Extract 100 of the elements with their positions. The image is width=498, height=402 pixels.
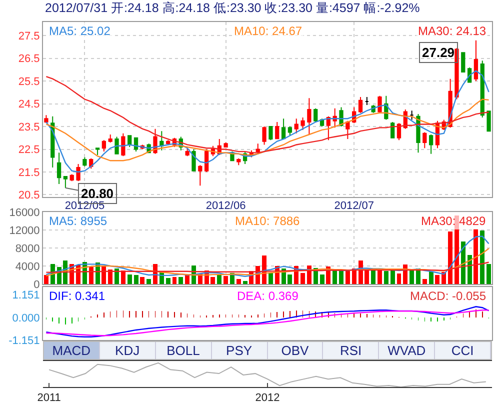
series-label: MACD: -0.055 [410, 289, 486, 303]
bar [114, 268, 120, 284]
bar [217, 274, 222, 284]
candlestick [486, 110, 491, 132]
candlestick [63, 176, 68, 188]
candlestick [198, 164, 202, 186]
text: RSI [323, 342, 380, 359]
candlestick [268, 126, 273, 141]
x-tick-label: 2011 [37, 392, 61, 402]
candlestick [300, 116, 305, 130]
x-tick-label: 2012/06 [206, 200, 246, 212]
candlestick [114, 136, 119, 154]
candlestick [332, 108, 337, 128]
bar [448, 232, 453, 284]
chart-title: 2012/07/31 开:24.18 高:24.18 低:23.30 收:23.30 量:4597 幅:-2.92% [45, 0, 420, 16]
bar [428, 272, 434, 284]
bar [435, 275, 440, 284]
text: MACD [44, 342, 100, 359]
candlestick [428, 134, 434, 154]
candlestick [185, 148, 190, 157]
bar [410, 269, 414, 284]
candlestick [378, 95, 382, 114]
text: CCI [435, 342, 491, 359]
candlestick [95, 148, 100, 156]
y-tick-label: 21.5 [18, 166, 40, 179]
candlestick [121, 132, 126, 157]
text: OBV [268, 342, 324, 359]
line-series [46, 262, 490, 273]
y-tick-label: 0.000 [12, 312, 40, 324]
candlestick [307, 98, 312, 135]
line-series [46, 98, 490, 162]
x-tick-label: 2012 [255, 392, 280, 402]
text: MA5: 8955 [49, 214, 108, 228]
candlestick [160, 130, 164, 151]
candlestick [281, 118, 286, 140]
text: DIF: 0.341 [49, 289, 106, 303]
candlestick [358, 96, 363, 114]
y-tick-label: 0 [34, 278, 40, 291]
line-series [46, 248, 490, 276]
candlestick [422, 132, 427, 149]
y-tick-label: 1.151 [12, 290, 40, 302]
y-tick-label: 27.5 [18, 30, 40, 42]
bar [127, 274, 132, 284]
bar [480, 230, 485, 284]
bar [467, 254, 472, 284]
series-label: DEA: 0.369 [237, 289, 299, 303]
bar [146, 279, 152, 284]
candlestick [326, 116, 331, 141]
annotation: 27.29 [422, 45, 455, 60]
text: WVAD [379, 342, 436, 359]
line-series [46, 70, 490, 173]
candlestick [346, 120, 350, 140]
bar [224, 276, 228, 284]
bar [486, 264, 492, 284]
y-tick-label: 8000 [15, 242, 40, 255]
y-tick-label: 20.5 [18, 190, 40, 202]
bar [390, 269, 395, 284]
bar [371, 270, 376, 284]
bar [178, 276, 184, 284]
y-tick-label: 22.5 [18, 144, 40, 156]
text: KDJ [100, 342, 156, 359]
bar [396, 274, 402, 284]
annotation: 20.80 [81, 186, 114, 201]
candlestick [294, 118, 298, 134]
bar [185, 275, 190, 284]
candlestick [82, 156, 87, 167]
candlestick [390, 122, 395, 138]
candlestick [314, 108, 318, 122]
bar [268, 272, 273, 284]
candlestick [410, 110, 414, 120]
text: MA5: 25.02 [49, 24, 111, 38]
bar [120, 270, 126, 284]
candlestick [102, 140, 106, 152]
bar [339, 270, 344, 284]
line-series [46, 76, 490, 154]
y-tick-label: -1.151 [8, 334, 40, 347]
text: MA10: 24.67 [234, 24, 302, 38]
bar [332, 270, 338, 284]
candlestick [224, 142, 228, 148]
bar [88, 267, 94, 284]
bar [320, 274, 324, 284]
candlestick [44, 114, 48, 124]
bar [345, 270, 350, 284]
candlestick [192, 148, 196, 172]
bar [474, 228, 478, 284]
text: MA30: 24.13 [418, 24, 486, 38]
text: MA10: 7886 [235, 214, 300, 228]
bar [140, 276, 145, 284]
bar [108, 269, 113, 284]
candlestick [56, 152, 62, 185]
bar [44, 275, 48, 284]
text: MA30: 4829 [421, 214, 486, 228]
candlestick [461, 52, 466, 72]
candlestick [364, 96, 369, 106]
bar [236, 279, 241, 284]
bar [134, 275, 138, 284]
y-tick-label: 16000 [9, 206, 40, 219]
candlestick [70, 174, 74, 182]
y-tick-label: 24.5 [18, 98, 40, 111]
bar [300, 272, 306, 284]
